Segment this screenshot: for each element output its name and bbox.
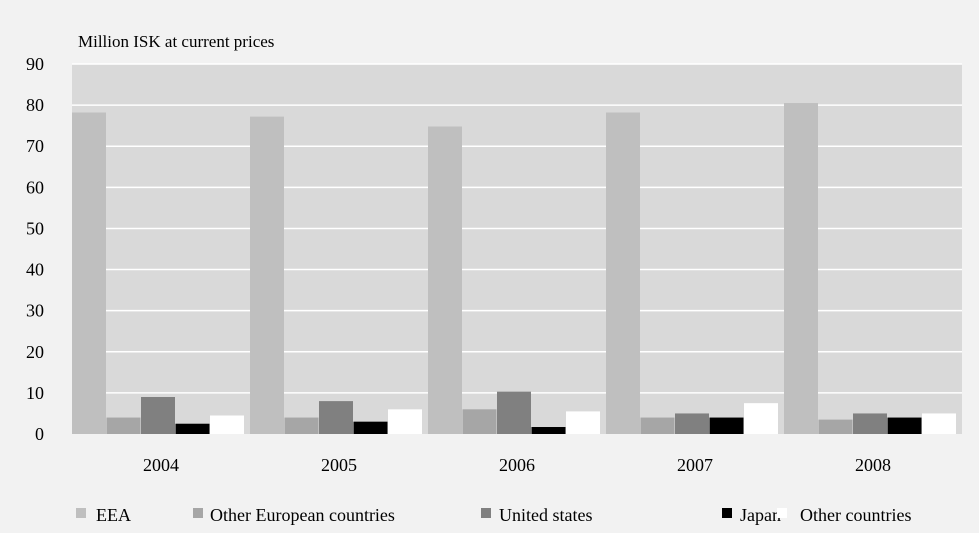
bar-other-european-countries [106,417,141,434]
y-tick-label: 70 [26,136,44,156]
legend-label: Japan [740,505,781,525]
x-tick-label: 2008 [855,455,891,475]
bar-other-countries [388,409,422,434]
bar-other-european-countries [640,417,675,434]
bar-eea [72,112,106,434]
bar-japan [353,421,388,434]
x-tick-label: 2006 [499,455,535,475]
bars [72,103,956,435]
bar-eea [428,126,462,434]
y-tick-label: 30 [26,301,44,321]
bar-eea [606,112,640,434]
bar-other-european-countries [462,409,497,434]
bar-japan [531,427,566,434]
legend-swatch [193,508,203,518]
axes: 0 10 20 30 40 50 60 70 80 90 2004 2005 2006 2007 2008 [26,54,891,475]
legend-label: Other countries [800,505,911,525]
y-tick-label: 90 [26,54,44,74]
y-tick-label: 0 [35,424,44,444]
plot-area [72,64,962,434]
y-tick-label: 10 [26,383,44,403]
bar-other-european-countries [818,419,853,434]
bar-japan [175,423,210,434]
x-tick-label: 2007 [677,455,713,475]
legend-label: United states [499,505,592,525]
legend-swatch [76,508,86,518]
bar-united-states [141,397,175,434]
bar-united-states [853,413,887,434]
x-tick-label: 2005 [321,455,357,475]
bar-other-countries [210,415,244,434]
bar-other-countries [744,403,778,434]
legend-swatch [481,508,491,518]
legend-label: EEA [96,505,131,525]
y-tick-label: 60 [26,177,44,197]
y-tick-label: 40 [26,260,44,280]
bar-other-european-countries [284,417,319,434]
y-tick-label: 20 [26,342,44,362]
bar-japan [887,417,922,434]
bar-japan [709,417,744,434]
bar-other-countries [922,413,956,434]
legend-swatch [722,508,732,518]
y-axis-label: Million ISK at current prices [78,32,274,51]
bar-other-countries [566,411,600,434]
x-tick-label: 2004 [143,455,179,475]
y-tick-label: 50 [26,218,44,238]
bar-eea [250,116,284,434]
bar-united-states [497,391,531,434]
bar-eea [784,103,818,435]
bar-united-states [319,401,353,434]
legend-swatch [777,508,787,518]
y-tick-label: 80 [26,95,44,115]
legend-label: Other European countries [210,505,395,525]
bar-united-states [675,413,709,434]
legend: EEA Other European countries United states… [76,505,911,525]
